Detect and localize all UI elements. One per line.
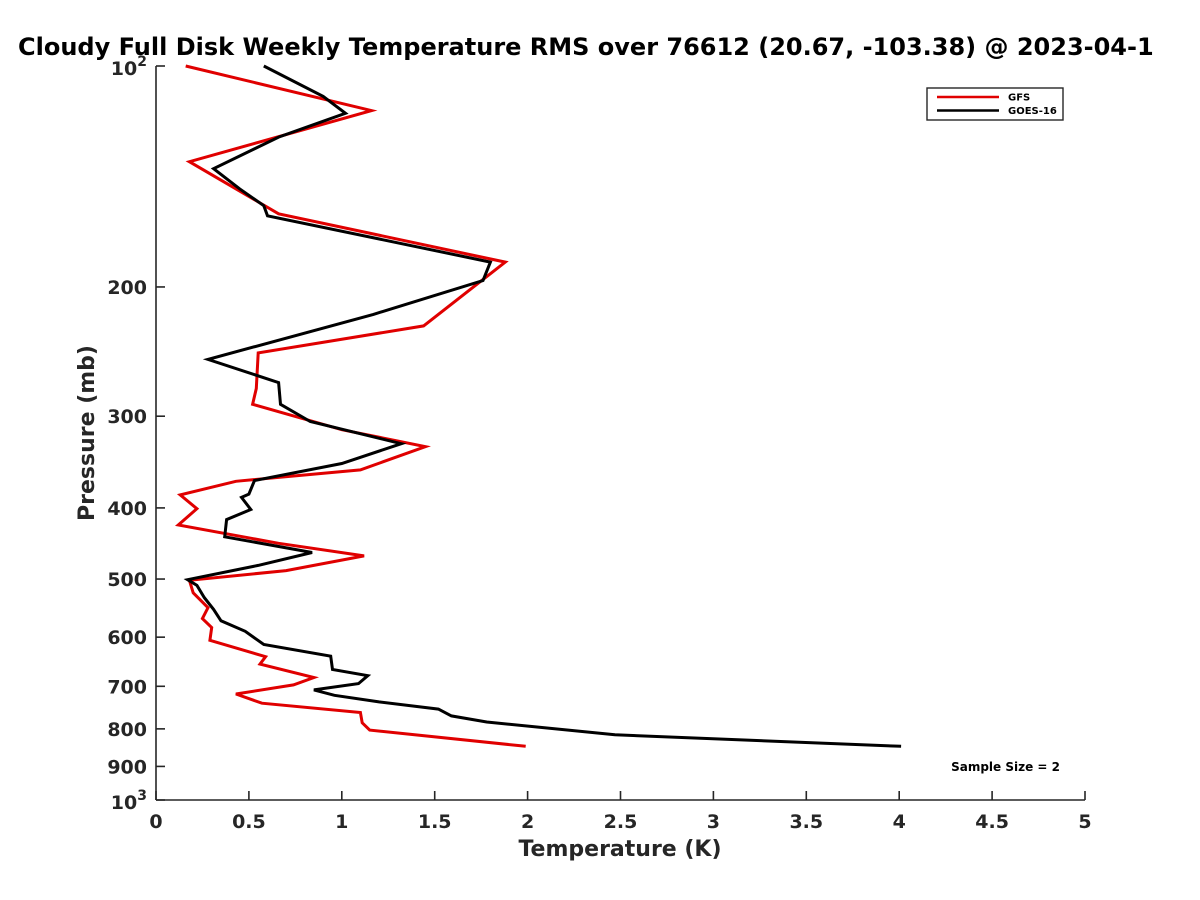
series-line-goes-16	[183, 64, 902, 748]
x-tick-label: 0	[149, 811, 162, 833]
x-tick-label: 4.5	[975, 811, 1009, 833]
y-tick-label: 102	[111, 54, 147, 80]
x-tick-label: 2	[521, 811, 534, 833]
x-tick-label: 2.5	[604, 811, 638, 833]
chart-title: Cloudy Full Disk Weekly Temperature RMS …	[18, 33, 1154, 61]
x-tick-label: 3	[707, 811, 720, 833]
y-tick-label: 800	[107, 719, 147, 741]
x-axis-label: Temperature (K)	[518, 837, 721, 862]
legend-label: GOES-16	[1008, 106, 1057, 117]
x-tick-label: 1	[335, 811, 348, 833]
y-axis-label: Pressure (mb)	[75, 345, 100, 521]
x-tick-label: 5	[1078, 811, 1091, 833]
legend-label: GFS	[1008, 93, 1030, 104]
y-tick-label: 400	[107, 498, 147, 520]
y-tick-label: 900	[107, 756, 147, 778]
y-tick-label: 200	[107, 277, 147, 299]
y-tick-label: 500	[107, 569, 147, 591]
series-line-gfs	[174, 64, 526, 748]
legend-box	[926, 87, 1064, 121]
y-tick-label: 103	[111, 788, 147, 814]
y-tick-label: 300	[107, 406, 147, 428]
x-tick-label: 0.5	[232, 811, 266, 833]
x-tick-label: 3.5	[789, 811, 823, 833]
chart-legend: GFS GOES-16	[926, 87, 1064, 121]
y-tick-label: 600	[107, 627, 147, 649]
x-tick-label: 1.5	[418, 811, 452, 833]
x-tick-label: 4	[893, 811, 906, 833]
y-tick-label: 700	[107, 676, 147, 698]
sample-size-annotation: Sample Size = 2	[951, 760, 1060, 774]
